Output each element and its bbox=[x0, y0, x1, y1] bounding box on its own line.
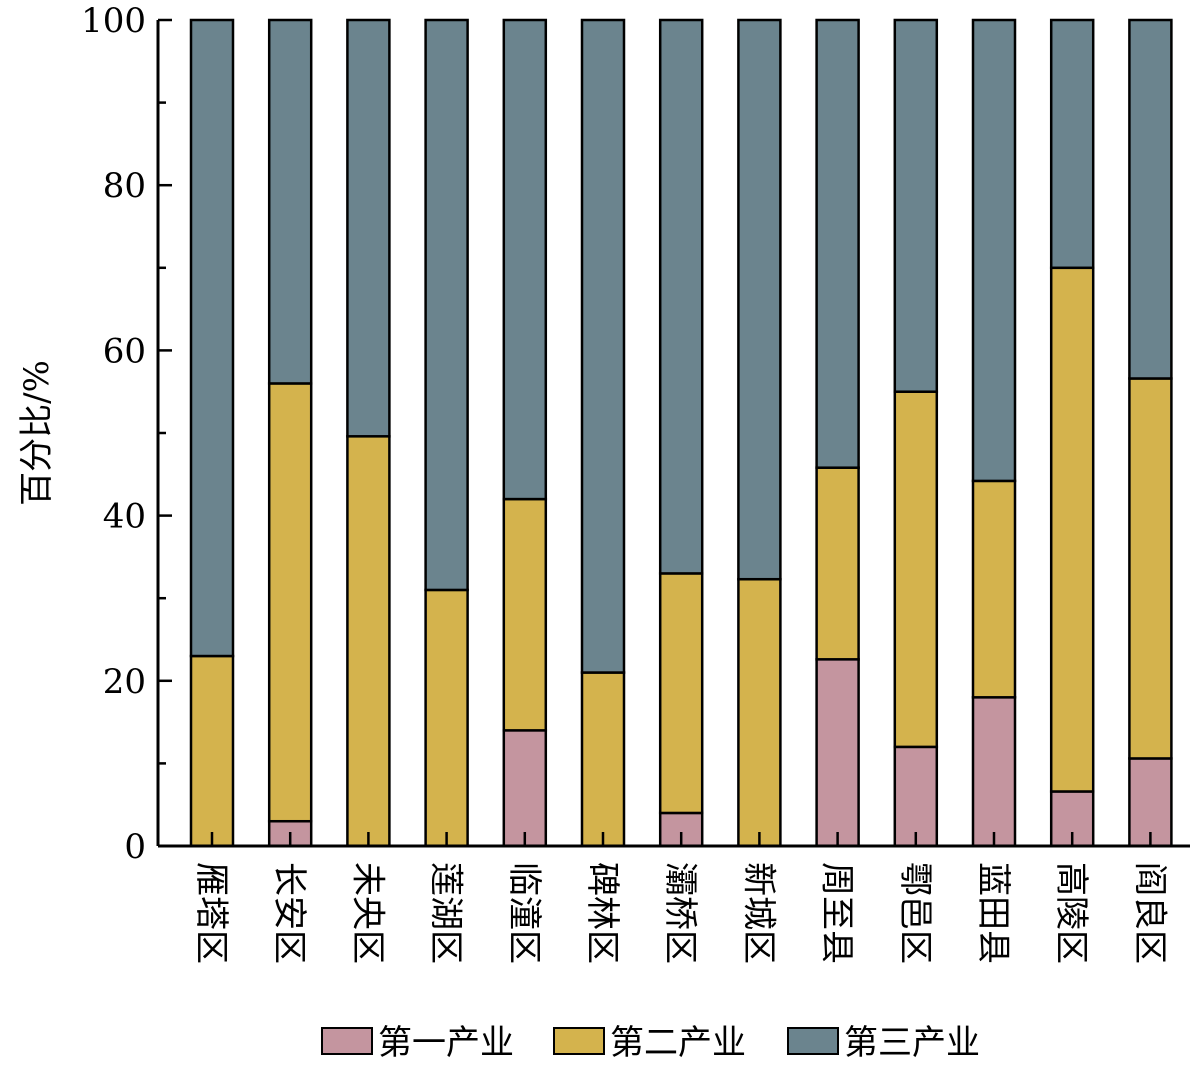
x-tick-label: 临潼区 bbox=[504, 862, 544, 964]
bar-2-13 bbox=[1128, 377, 1173, 760]
bar-2-12 bbox=[1049, 266, 1095, 793]
bar-2-2 bbox=[267, 382, 313, 823]
bar-2-8 bbox=[737, 577, 782, 848]
bar-2-1 bbox=[189, 654, 235, 848]
legend-swatch-1 bbox=[321, 1027, 373, 1055]
bar-2-5 bbox=[502, 497, 548, 732]
bar-3-7 bbox=[658, 18, 704, 575]
x-tick-label: 高陵区 bbox=[1051, 862, 1091, 964]
y-tick-label: 60 bbox=[103, 331, 146, 371]
bar-1-13 bbox=[1128, 757, 1173, 848]
bar-2-7 bbox=[658, 572, 704, 815]
bar-3-3 bbox=[346, 18, 391, 438]
bar-3-8 bbox=[737, 18, 782, 581]
y-tick-label: 100 bbox=[81, 1, 146, 41]
bar-2-6 bbox=[580, 671, 626, 848]
x-tick-label: 鄠邑区 bbox=[895, 862, 935, 964]
bar-3-12 bbox=[1049, 18, 1095, 270]
legend-label-3: 第三产业 bbox=[844, 1023, 980, 1063]
bar-2-3 bbox=[346, 435, 391, 848]
x-tick-label: 周至县 bbox=[817, 862, 857, 964]
bar-2-10 bbox=[893, 390, 939, 749]
bar-2-4 bbox=[424, 588, 469, 848]
bar-3-4 bbox=[424, 18, 469, 592]
bar-3-9 bbox=[815, 18, 860, 469]
y-tick-label: 40 bbox=[103, 497, 146, 537]
y-tick-label: 0 bbox=[124, 827, 146, 867]
x-tick-label: 蓝田县 bbox=[973, 862, 1013, 964]
x-tick-label: 灞桥区 bbox=[660, 862, 700, 964]
bars bbox=[189, 18, 1173, 848]
y-ticks: 0 20 40 60 80 100 bbox=[81, 1, 172, 867]
bar-1-5 bbox=[502, 729, 548, 848]
bar-3-10 bbox=[893, 18, 939, 393]
legend: 第一产业 第二产业 第三产业 bbox=[321, 1023, 980, 1063]
bar-3-1 bbox=[189, 18, 235, 658]
x-tick-label: 雁塔区 bbox=[191, 862, 231, 964]
bar-1-11 bbox=[971, 696, 1017, 848]
y-axis-title: 百分比/% bbox=[17, 360, 57, 506]
bar-2-9 bbox=[815, 466, 860, 661]
x-tick-label: 长安区 bbox=[269, 862, 309, 964]
legend-label-2: 第二产业 bbox=[610, 1023, 746, 1063]
x-ticks: 雁塔区 长安区 未央区 莲湖区 临潼区 碑林区 灞桥区 新城区 周至县 鄠邑区 蓝田县 高陵区 阎良区 bbox=[191, 832, 1169, 964]
bar-3-5 bbox=[502, 18, 548, 501]
x-tick-label: 碑林区 bbox=[582, 862, 622, 964]
legend-label-1: 第一产业 bbox=[378, 1023, 514, 1063]
bar-3-2 bbox=[267, 18, 313, 385]
legend-swatch-3 bbox=[787, 1027, 839, 1055]
bar-3-6 bbox=[580, 18, 626, 674]
bar-1-10 bbox=[893, 745, 939, 848]
bar-3-11 bbox=[971, 18, 1017, 483]
y-tick-label: 80 bbox=[103, 166, 146, 206]
x-tick-label: 阎良区 bbox=[1129, 862, 1169, 964]
x-tick-label: 未央区 bbox=[347, 862, 387, 964]
bar-3-13 bbox=[1128, 18, 1173, 380]
x-tick-label: 新城区 bbox=[738, 862, 778, 964]
y-tick-label: 20 bbox=[103, 662, 146, 702]
bar-2-11 bbox=[971, 479, 1017, 699]
x-tick-label: 莲湖区 bbox=[426, 862, 466, 964]
bar-1-9 bbox=[815, 658, 860, 848]
legend-swatch-2 bbox=[553, 1027, 605, 1055]
